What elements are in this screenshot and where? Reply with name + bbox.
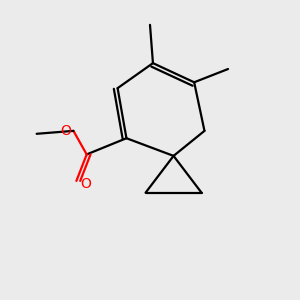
Text: O: O xyxy=(80,177,91,191)
Text: O: O xyxy=(60,124,70,138)
